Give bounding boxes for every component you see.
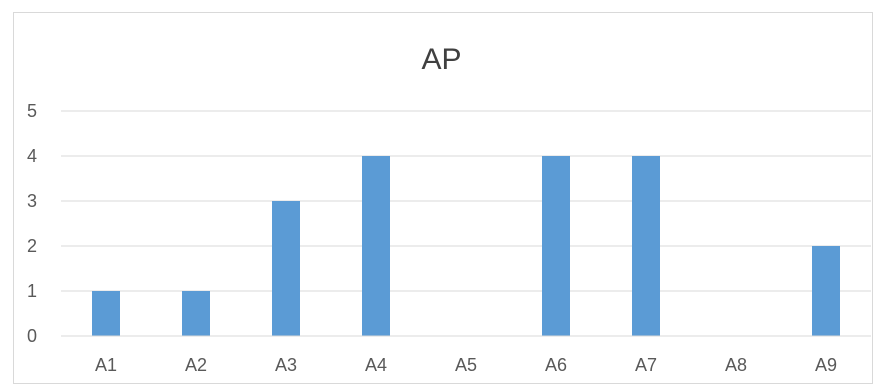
x-tick-label-A1: A1	[95, 355, 117, 375]
x-tick-label-A3: A3	[275, 355, 297, 375]
x-tick-label-A5: A5	[455, 355, 477, 375]
bar-A9	[812, 246, 840, 336]
y-tick-label-0: 0	[27, 326, 37, 346]
bar-A4	[362, 156, 390, 336]
chart-title: AP	[421, 43, 462, 76]
x-tick-label-A6: A6	[545, 355, 567, 375]
x-tick-label-A9: A9	[815, 355, 837, 375]
bar-A1	[92, 291, 120, 336]
y-tick-label-3: 3	[27, 191, 37, 211]
bar-A7	[632, 156, 660, 336]
bar-A2	[182, 291, 210, 336]
x-tick-label-A8: A8	[725, 355, 747, 375]
y-tick-label-5: 5	[27, 101, 37, 121]
bars	[92, 156, 840, 336]
x-tick-label-A7: A7	[635, 355, 657, 375]
x-tick-label-A2: A2	[185, 355, 207, 375]
y-tick-label-4: 4	[27, 146, 37, 166]
bar-A6	[542, 156, 570, 336]
bar-A3	[272, 201, 300, 336]
y-tick-label-2: 2	[27, 236, 37, 256]
gridlines	[61, 110, 871, 292]
y-tick-label-1: 1	[27, 281, 37, 301]
tick-labels: 0 1 2 3 4 5 A1 A2 A3 A4 A5 A6 A7 A8 A9	[27, 101, 837, 375]
chart-area	[13, 12, 873, 384]
x-tick-label-A4: A4	[365, 355, 387, 375]
